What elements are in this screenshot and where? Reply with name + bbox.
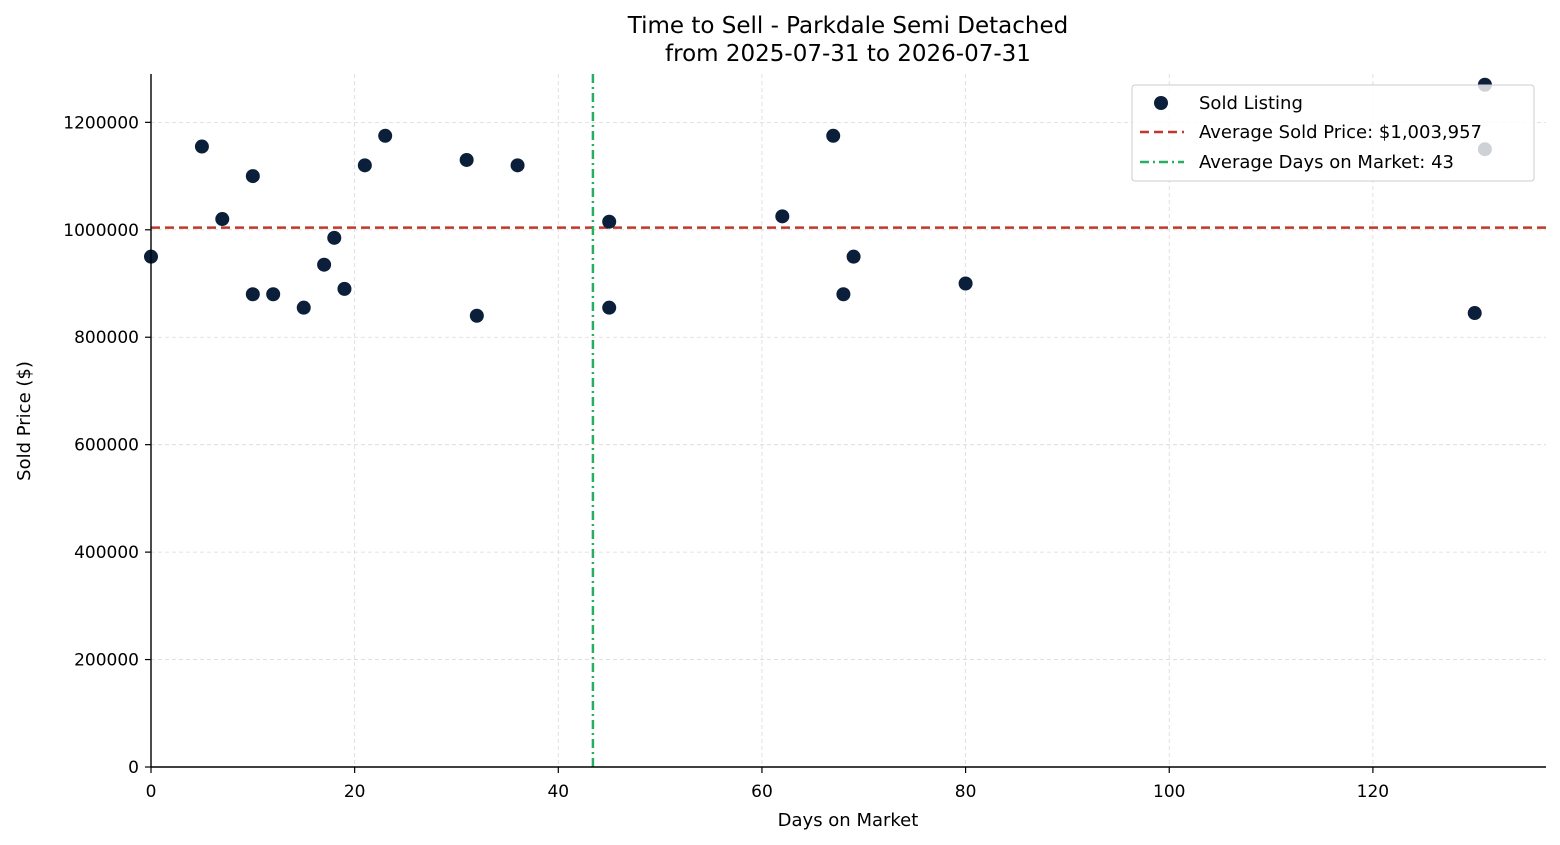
x-tick-label: 0 [146,782,157,802]
data-point [194,139,209,154]
data-point [836,287,851,302]
data-point [958,276,973,291]
y-axis-label: Sold Price ($) [14,361,35,481]
legend-label-average-sold-price: Average Sold Price: $1,003,957 [1199,122,1482,143]
x-tick-label: 20 [344,782,366,802]
y-tick-label: 200000 [74,651,139,671]
x-tick-label: 80 [955,782,977,802]
data-point [775,209,790,224]
x-axis-label: Days on Market [778,810,919,831]
data-point [317,257,332,272]
chart-title-line-2: from 2025-07-31 to 2026-07-31 [665,41,1031,67]
data-point [469,308,484,323]
data-point [378,128,393,143]
data-point [510,158,525,173]
legend-marker-sold-listing [1154,96,1168,110]
y-tick-label: 0 [128,758,139,778]
data-point [245,169,260,184]
data-point [1467,306,1482,321]
data-point [459,152,474,167]
ticks: 0 20 40 60 80 100 120 0 200000 400000 600000 800000… [63,113,1389,802]
data-point [846,249,861,264]
data-point [602,214,617,229]
x-tick-label: 120 [1357,782,1389,802]
x-tick-label: 40 [547,782,569,802]
legend-label-sold-listing: Sold Listing [1199,93,1303,114]
data-point [245,287,260,302]
data-point [327,230,342,245]
legend: Sold Listing Average Sold Price: $1,003,… [1131,84,1535,182]
reference-lines [151,74,1546,767]
chart-title-line-1: Time to Sell - Parkdale Semi Detached [627,13,1069,39]
data-point [296,300,311,315]
legend-box [1131,84,1535,182]
data-point [826,128,841,143]
y-tick-label: 1000000 [63,221,139,241]
axes [150,74,1546,768]
y-tick-label: 600000 [74,436,139,456]
x-tick-label: 100 [1153,782,1185,802]
y-tick-label: 1200000 [63,113,139,133]
x-tick-label: 60 [751,782,773,802]
data-point [215,212,230,227]
data-point [266,287,281,302]
y-tick-label: 400000 [74,543,139,563]
legend-label-average-days: Average Days on Market: 43 [1199,152,1454,173]
y-tick-label: 800000 [74,328,139,348]
grid [150,74,1546,768]
data-point [357,158,372,173]
data-point [337,281,352,296]
data-point [602,300,617,315]
